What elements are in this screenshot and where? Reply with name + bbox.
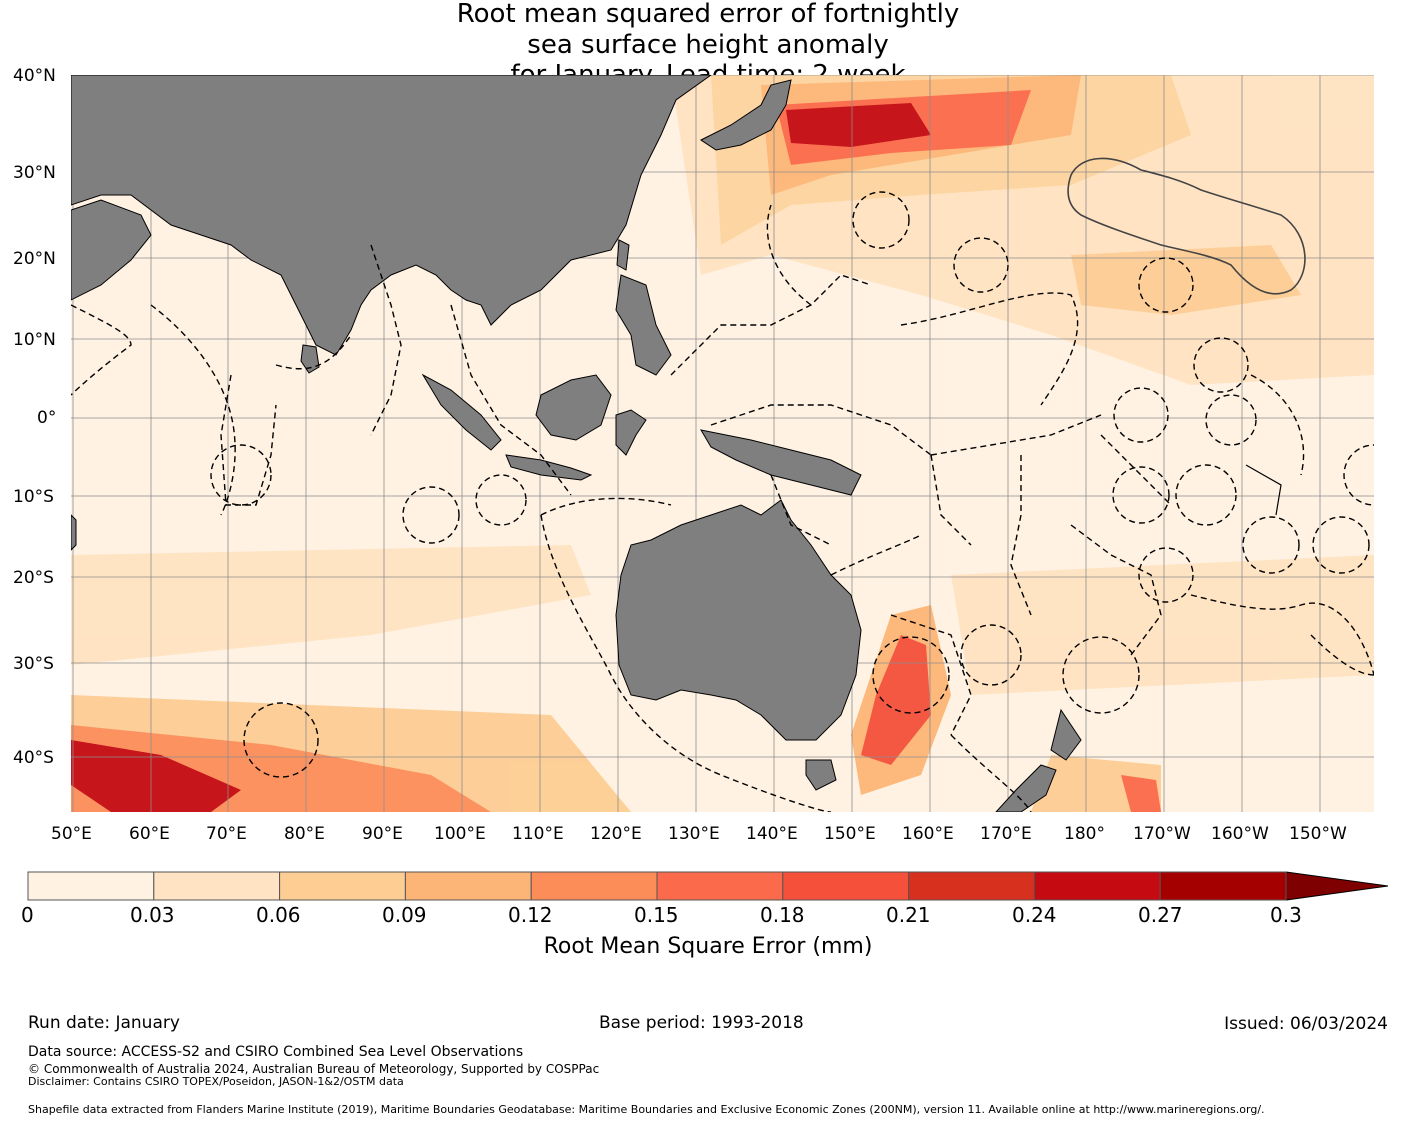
base-period: Base period: 1993-2018 (599, 1013, 804, 1033)
data-source: Data source: ACCESS-S2 and CSIRO Combine… (28, 1044, 524, 1060)
land-java (505, 454, 593, 481)
land-africa-edge (71, 514, 77, 551)
colorbar-tick-0-15: 0.15 (634, 903, 679, 927)
colorbar-tick-0-03: 0.03 (130, 903, 175, 927)
colorbar-tick-0-06: 0.06 (256, 903, 301, 927)
map-area (71, 75, 1374, 812)
colorbar-cell (782, 871, 910, 901)
map-title-line1: Root mean squared error of fortnightly (456, 0, 960, 29)
land-japan (700, 79, 792, 151)
colorbar-extend-arrow (1285, 871, 1389, 901)
land (71, 75, 1082, 812)
shapefile-credit: Shapefile data extracted from Flanders M… (28, 1103, 1265, 1116)
hawaii-eez-boundary (1067, 157, 1306, 295)
copyright: © Commonwealth of Australia 2024, Austra… (28, 1062, 600, 1076)
colorbar-cell (27, 871, 155, 901)
colorbar-cell (404, 871, 532, 901)
lon-label-60e: 60°E (129, 824, 170, 844)
land-taiwan (616, 239, 630, 271)
lon-label-70e: 70°E (206, 824, 247, 844)
land-nz-north (1050, 708, 1082, 761)
lat-label-10n: 10°N (13, 330, 56, 350)
lat-label-0: 0° (37, 408, 57, 428)
lon-label-160w: 160°W (1211, 824, 1269, 844)
lon-label-160e: 160°E (902, 824, 954, 844)
land-sulawesi (615, 409, 647, 456)
colorbar (27, 871, 1389, 901)
land-arabia (71, 199, 152, 301)
land-borneo (535, 374, 612, 441)
colorbar-cell (656, 871, 784, 901)
error-field (71, 75, 1374, 812)
lon-label-120e: 120°E (590, 824, 642, 844)
colorbar-cells (27, 871, 1287, 901)
map-title-line2: sea surface height anomaly (527, 30, 889, 60)
land-tasmania (805, 759, 837, 791)
lon-label-90e: 90°E (362, 824, 403, 844)
land-philippines (615, 274, 672, 376)
lon-label-150w: 150°W (1289, 824, 1347, 844)
colorbar-tick-0-21: 0.21 (886, 903, 931, 927)
colorbar-tick-0-12: 0.12 (508, 903, 553, 927)
lon-label-150e: 150°E (824, 824, 876, 844)
colorbar-cell (530, 871, 658, 901)
lat-label-30s: 30°S (13, 654, 54, 674)
lon-label-80e: 80°E (284, 824, 325, 844)
land-nz-south (995, 764, 1057, 812)
colorbar-tick-0-09: 0.09 (382, 903, 427, 927)
issued-date: Issued: 06/03/2024 (1224, 1014, 1388, 1034)
lon-label-130e: 130°E (668, 824, 720, 844)
lon-label-100e: 100°E (434, 824, 486, 844)
land-asia (71, 75, 712, 356)
error-band-tasman-core (1121, 775, 1161, 812)
error-band-southern-ocean-core (71, 740, 241, 812)
lon-label-110e: 110°E (512, 824, 564, 844)
land-sumatra (421, 373, 502, 451)
lon-label-170e: 170°E (980, 824, 1032, 844)
colorbar-cell (153, 871, 281, 901)
land-sri-lanka (300, 344, 320, 374)
lon-label-180: 180° (1064, 824, 1105, 844)
lat-label-40s: 40°S (13, 748, 54, 768)
colorbar-cell (1033, 871, 1161, 901)
land-new-guinea (700, 429, 862, 496)
lon-label-50e: 50°E (51, 824, 92, 844)
colorbar-label: Root Mean Square Error (mm) (543, 934, 873, 959)
lat-label-20s: 20°S (13, 568, 54, 588)
colorbar-tick-0-3: 0.3 (1270, 903, 1302, 927)
error-band-south-indian (71, 545, 591, 665)
colorbar-cell (908, 871, 1035, 901)
lon-label-140e: 140°E (746, 824, 798, 844)
run-date: Run date: January (28, 1013, 180, 1033)
colorbar-cell (1159, 871, 1287, 901)
error-band-eac (861, 635, 931, 765)
error-band-hawaii-region (1071, 245, 1301, 315)
lat-label-30n: 30°N (13, 163, 56, 183)
colorbar-tick-0-27: 0.27 (1138, 903, 1183, 927)
lat-label-20n: 20°N (13, 249, 56, 269)
eez-boundaries (71, 191, 1374, 812)
lat-label-10s: 10°S (13, 487, 54, 507)
kiribati-boundary (1245, 464, 1282, 516)
colorbar-tick-0-18: 0.18 (760, 903, 805, 927)
colorbar-cell (279, 871, 406, 901)
land-australia (615, 499, 862, 741)
error-band-kuroshio-core (786, 103, 931, 147)
error-band-south-pacific (951, 555, 1374, 695)
colorbar-tick-0-24: 0.24 (1012, 903, 1057, 927)
lat-label-40n: 40°N (13, 66, 56, 86)
lon-label-170w: 170°W (1133, 824, 1191, 844)
colorbar-tick-0: 0 (21, 903, 34, 927)
disclaimer: Disclaimer: Contains CSIRO TOPEX/Poseido… (28, 1075, 404, 1088)
